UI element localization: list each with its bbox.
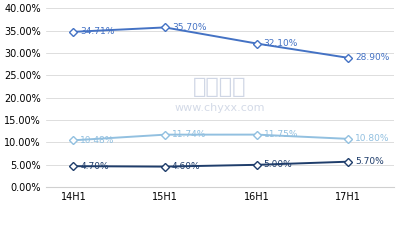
Text: 10.80%: 10.80% [355, 134, 390, 143]
Text: 34.71%: 34.71% [80, 27, 115, 36]
平均毛利率（%） [254, 42, 259, 45]
Text: 32.10%: 32.10% [264, 39, 298, 48]
平均净利率（%） [163, 133, 168, 136]
平均毛利率（%） [163, 26, 168, 29]
平均毛利率（%） [346, 56, 351, 59]
Line: 平均毛利率（%）: 平均毛利率（%） [71, 25, 351, 61]
Text: 4.60%: 4.60% [172, 162, 201, 171]
Line: 平均净利率（%）: 平均净利率（%） [71, 132, 351, 143]
Text: 28.90%: 28.90% [355, 53, 389, 62]
平均净利率（%） [346, 138, 351, 140]
平均净利率（%） [254, 133, 259, 136]
平均ROE（%） [163, 165, 168, 168]
平均净利率（%） [71, 139, 76, 142]
平均毛利率（%） [71, 30, 76, 33]
Text: 5.70%: 5.70% [355, 157, 384, 166]
Text: 11.74%: 11.74% [172, 130, 206, 139]
Text: 5.00%: 5.00% [264, 160, 292, 169]
Text: 35.70%: 35.70% [172, 23, 206, 32]
平均ROE（%） [254, 163, 259, 166]
平均ROE（%） [346, 160, 351, 163]
Line: 平均ROE（%）: 平均ROE（%） [71, 159, 351, 169]
Text: 10.48%: 10.48% [80, 136, 115, 145]
Text: 11.75%: 11.75% [264, 130, 298, 139]
Text: www.chyxx.com: www.chyxx.com [175, 103, 265, 114]
Text: 智研咨询: 智研咨询 [193, 77, 247, 97]
Text: 4.70%: 4.70% [80, 162, 109, 171]
平均ROE（%） [71, 165, 76, 168]
